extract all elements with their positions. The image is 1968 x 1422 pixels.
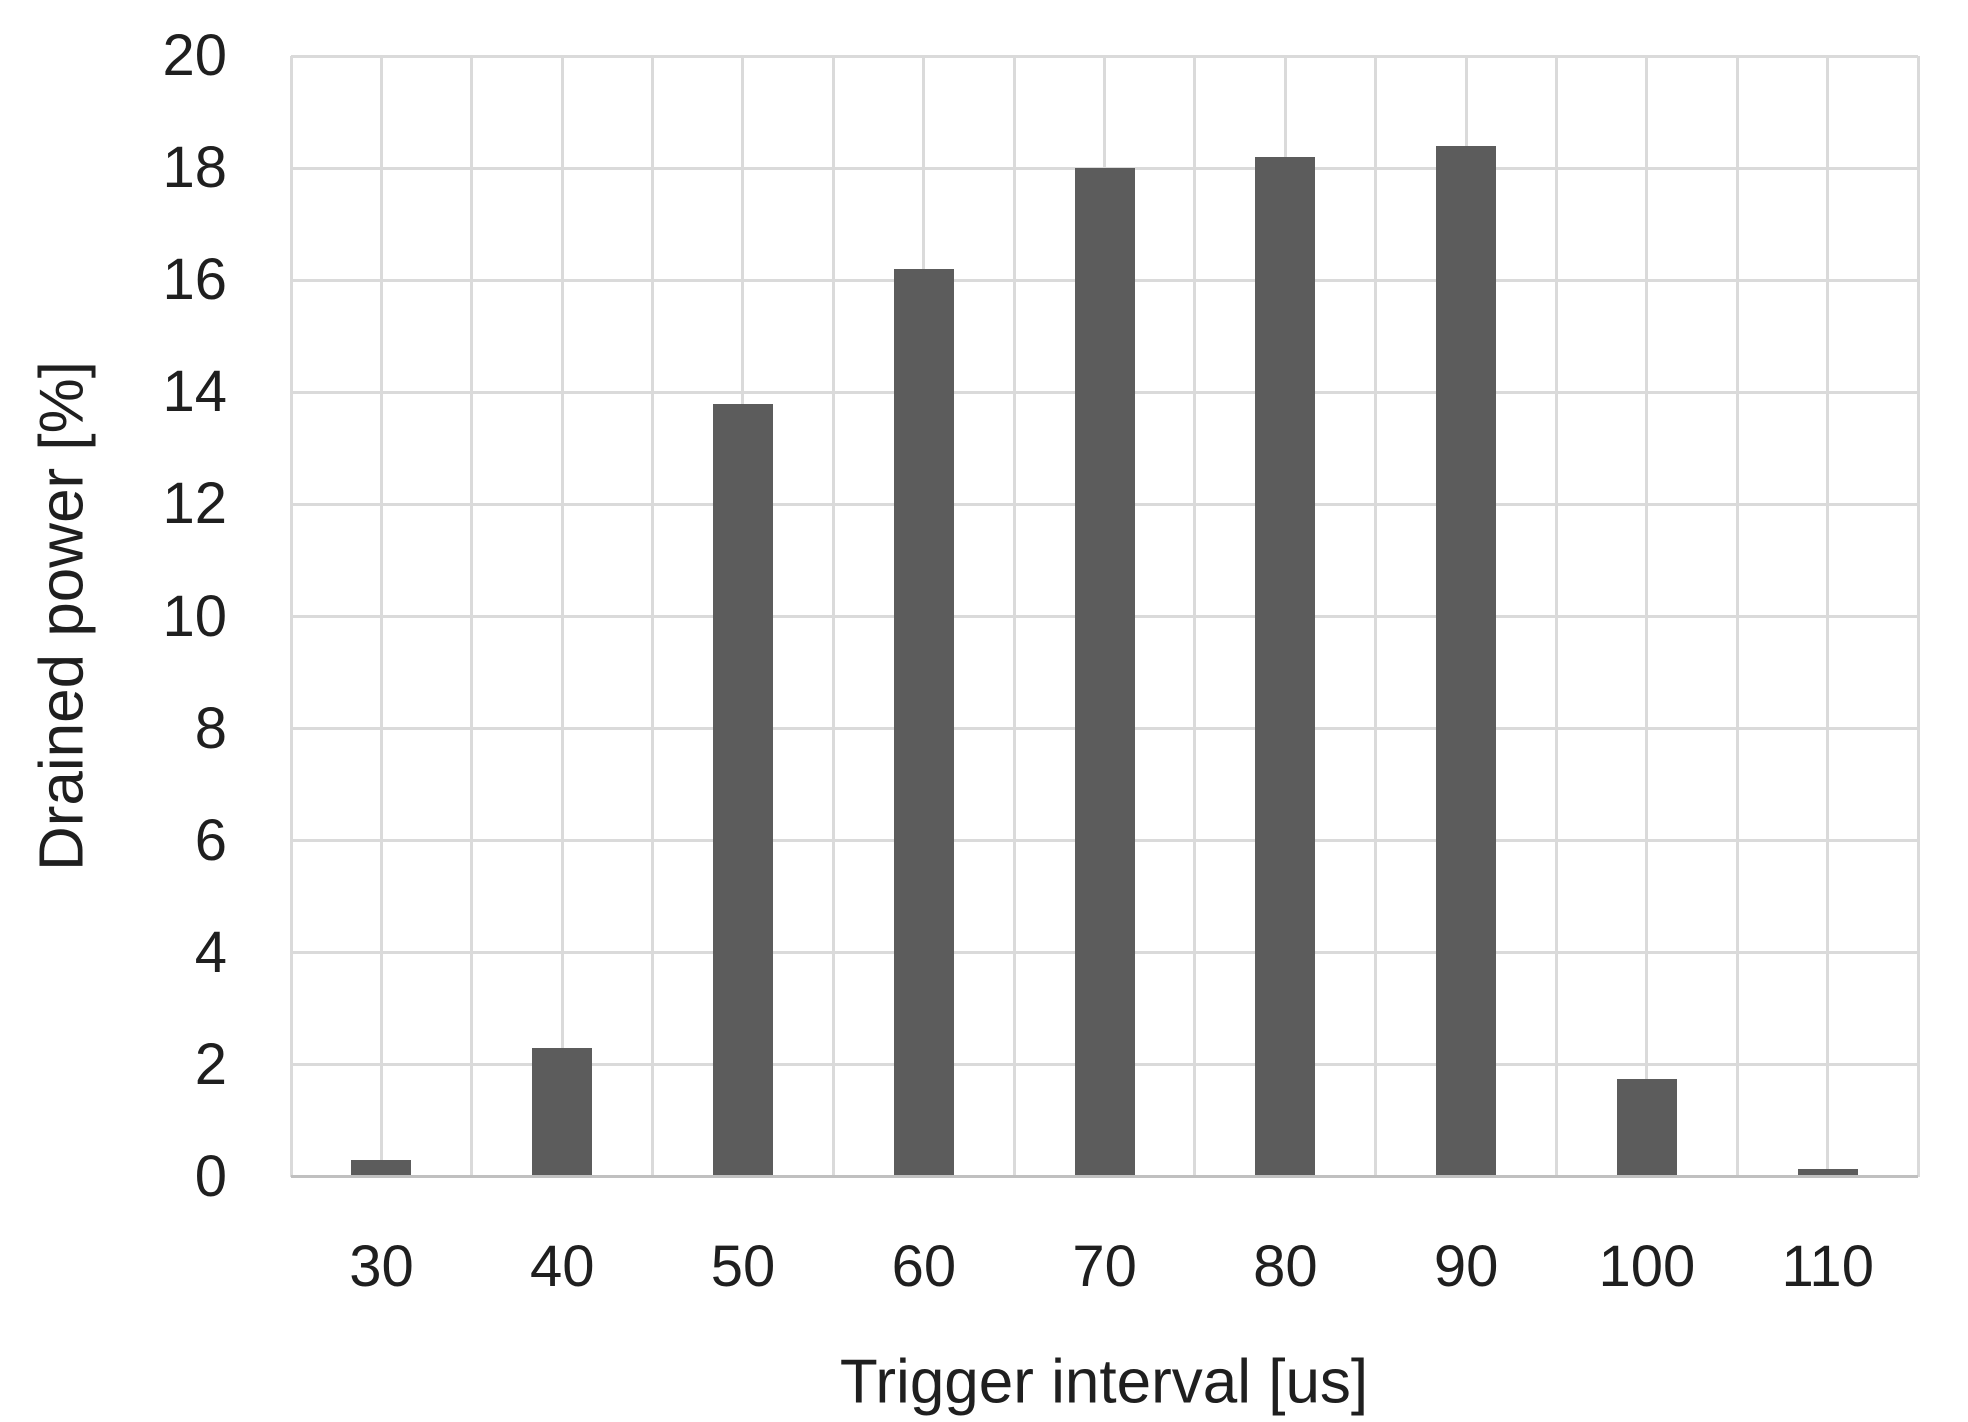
bar-100 <box>1616 1078 1677 1177</box>
y-tick-label: 0 <box>194 1144 227 1209</box>
h-gridline <box>291 54 1918 58</box>
x-tick-label: 30 <box>349 1234 414 1299</box>
y-tick-label: 8 <box>194 695 227 761</box>
x-tick-label: 70 <box>1072 1234 1137 1299</box>
y-tick-label: 16 <box>162 247 227 313</box>
y-tick-label: 6 <box>194 807 227 873</box>
y-tick-label: 4 <box>194 919 227 985</box>
bar-30 <box>351 1160 412 1177</box>
bar-60 <box>893 268 954 1177</box>
x-axis-line <box>291 1175 1918 1178</box>
y-tick-label: 18 <box>162 135 227 201</box>
bar-40 <box>532 1048 593 1177</box>
x-tick-label: 100 <box>1598 1234 1696 1299</box>
bar-110 <box>1797 1168 1858 1177</box>
x-tick-label: 60 <box>891 1234 957 1299</box>
bar-80 <box>1255 156 1316 1177</box>
y-tick-label: 20 <box>162 23 227 88</box>
y-tick-label: 12 <box>162 471 227 537</box>
v-gridline <box>1916 56 1920 1177</box>
bar-50 <box>712 403 773 1177</box>
x-tick-label: 110 <box>1781 1234 1874 1299</box>
x-tick-label: 90 <box>1433 1234 1499 1299</box>
x-axis-title: Trigger interval [us] <box>839 1347 1369 1417</box>
x-tick-label: 50 <box>710 1234 776 1299</box>
bar-90 <box>1436 145 1497 1177</box>
x-tick-label: 40 <box>530 1234 595 1299</box>
y-tick-label: 2 <box>194 1031 227 1097</box>
bar-70 <box>1074 168 1135 1177</box>
plot-area <box>289 54 1920 1178</box>
y-tick-label: 10 <box>162 583 227 649</box>
x-tick-label: 80 <box>1253 1234 1318 1299</box>
y-tick-label: 14 <box>162 359 227 425</box>
